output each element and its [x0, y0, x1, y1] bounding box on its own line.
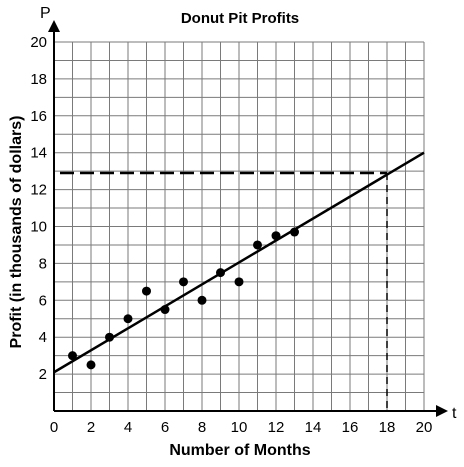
data-point: [271, 231, 281, 241]
data-point: [142, 286, 151, 296]
y-tick-label: 18: [30, 71, 47, 88]
data-points: [68, 227, 299, 370]
y-tick-label: 8: [39, 255, 47, 272]
data-point: [160, 305, 170, 315]
data-point: [197, 295, 207, 305]
y-tick-label: 14: [30, 145, 47, 162]
y-tick-label: 2: [39, 366, 47, 383]
x-tick-label: 10: [231, 419, 248, 436]
x-tick-label: 12: [268, 419, 285, 436]
y-tick-label: 20: [30, 34, 47, 51]
y-tick-label: 12: [30, 182, 47, 199]
y-tick-label: 4: [39, 329, 47, 346]
data-point: [86, 360, 96, 370]
x-tick-label: 14: [305, 419, 322, 436]
y-axis-title: Profit (in thousands of dollars): [8, 116, 25, 349]
y-tick-label: 16: [30, 108, 47, 125]
data-point: [68, 351, 77, 361]
data-point: [253, 240, 262, 250]
y-tick-label: 10: [30, 219, 47, 236]
data-point: [123, 314, 133, 324]
grid: [54, 41, 425, 411]
x-tick-labels: 0 2 4 6 8 10 12 14 16 18 20: [50, 419, 433, 436]
x-tick-label: 8: [198, 419, 206, 436]
x-tick-label: 0: [50, 419, 58, 436]
trend-line-group: [53, 151, 425, 374]
y-axis-arrow: [48, 20, 60, 32]
data-point: [290, 227, 299, 237]
x-tick-label: 16: [342, 419, 359, 436]
data-point: [216, 268, 225, 278]
data-point: [105, 332, 114, 342]
y-tick-labels: 2 4 6 8 10 12 14 16 18 20: [30, 34, 47, 383]
data-point: [179, 277, 188, 287]
x-axis-title: Number of Months: [169, 442, 310, 459]
trend-line: [53, 151, 425, 374]
data-point: [234, 277, 244, 287]
y-axis-letter: P: [40, 5, 51, 22]
axes: t P: [40, 5, 457, 422]
x-axis-letter: t: [452, 405, 457, 422]
x-tick-label: 2: [87, 419, 95, 436]
x-tick-label: 6: [161, 419, 169, 436]
x-tick-label: 4: [124, 419, 132, 436]
chart-title: Donut Pit Profits: [181, 10, 299, 27]
x-tick-label: 20: [416, 419, 433, 436]
reference-lines: [60, 171, 388, 411]
x-axis-arrow: [436, 405, 448, 417]
x-tick-label: 18: [379, 419, 396, 436]
y-tick-label: 6: [39, 292, 47, 309]
